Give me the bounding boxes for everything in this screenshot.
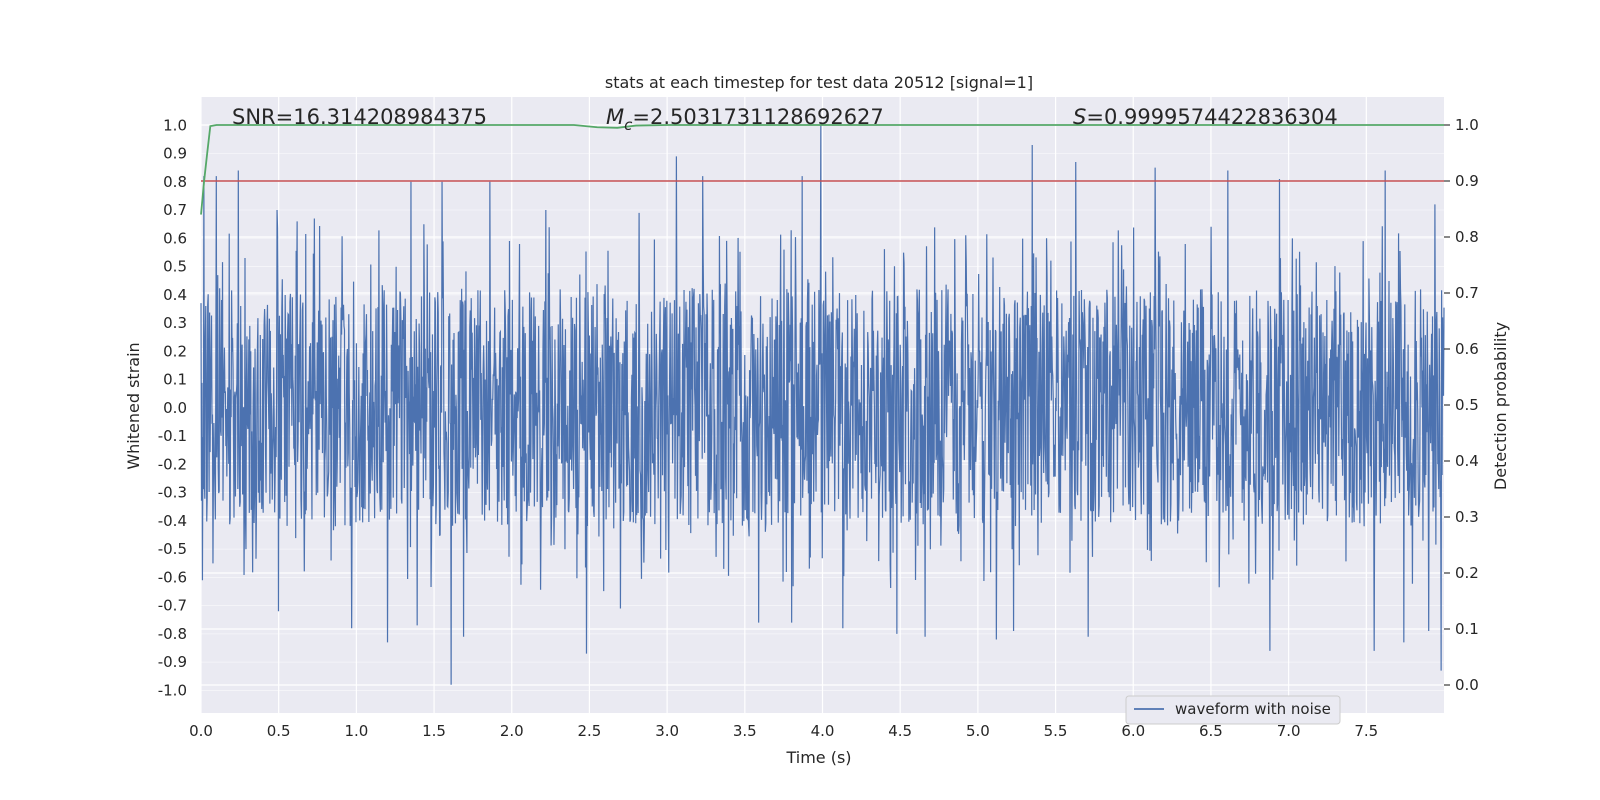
y-tick-label: 0.0 <box>163 399 187 417</box>
annotation-mc-value: =2.5031731128692627 <box>632 105 883 129</box>
x-tick-label: 5.5 <box>1044 722 1068 740</box>
y-tick-label: 0.4 <box>163 286 187 304</box>
x-tick-label: 7.0 <box>1277 722 1301 740</box>
legend: waveform with noise <box>1125 695 1341 725</box>
y2-tick-label: 0.9 <box>1455 172 1479 190</box>
x-tick-label: 6.0 <box>1121 722 1145 740</box>
chart-title: stats at each timestep for test data 205… <box>605 73 1033 92</box>
x-axis-label: Time (s) <box>785 748 851 767</box>
y-tick-label: 1.0 <box>163 116 187 134</box>
y2-tick-label: 0.1 <box>1455 620 1479 638</box>
y-tick-label: -0.6 <box>158 568 187 586</box>
y-tick-label: -0.3 <box>158 484 187 502</box>
y-tick-label: -1.0 <box>158 681 187 699</box>
plot-series-group <box>200 124 1445 685</box>
series-detection-probability <box>200 124 1444 215</box>
annotation-chirp-mass: Mc=2.5031731128692627 <box>606 105 884 134</box>
x-tick-label: 4.5 <box>888 722 912 740</box>
annotation-s-symbol: S <box>1073 105 1086 129</box>
y-tick-label: 0.6 <box>163 229 187 247</box>
x-tick-label: 6.5 <box>1199 722 1223 740</box>
x-tick-label: 5.0 <box>966 722 990 740</box>
y-tick-label: -0.8 <box>158 625 187 643</box>
y-tick-label: 0.9 <box>163 145 187 163</box>
y-tick-label: -0.2 <box>158 455 187 473</box>
y-tick-label: 0.8 <box>163 173 187 191</box>
annotation-s-value: =0.9999574422836304 <box>1086 105 1337 129</box>
y2-axis-label: Detection probability <box>1491 322 1510 490</box>
y-tick-label: 0.7 <box>163 201 187 219</box>
x-axis-ticks: 0.0 0.5 1.0 1.5 2.0 2.5 3.0 3.5 4.0 4.5 5.0 5.5 6.0 6… <box>189 722 1378 740</box>
y2-tick-label: 0.0 <box>1455 676 1479 694</box>
y-tick-label: -0.5 <box>158 540 187 558</box>
x-tick-label: 2.5 <box>578 722 602 740</box>
x-tick-label: 3.5 <box>733 722 757 740</box>
x-tick-label: 1.5 <box>422 722 446 740</box>
y2-tick-label: 0.2 <box>1455 564 1479 582</box>
series-waveform-with-noise <box>200 125 1445 685</box>
y2-tick-label: 0.7 <box>1455 284 1479 302</box>
y-tick-label: -0.9 <box>158 653 187 671</box>
y2-tick-label: 1.0 <box>1455 116 1479 134</box>
y-tick-label: 0.2 <box>163 342 187 360</box>
y2-axis-ticks: 1.0 0.9 0.8 0.7 0.6 0.5 0.4 0.3 0.2 0.1 0.0 <box>1444 116 1479 694</box>
y-tick-label: 0.3 <box>163 314 187 332</box>
y-tick-label: -0.1 <box>158 427 187 445</box>
legend-label-waveform: waveform with noise <box>1175 700 1331 718</box>
y-axis-ticks: 1.0 0.9 0.8 0.7 0.6 0.5 0.4 0.3 0.2 0.1 0.0 -0.1 -0.… <box>158 116 187 699</box>
x-tick-label: 0.0 <box>189 722 213 740</box>
y2-tick-label: 0.5 <box>1455 396 1479 414</box>
y2-tick-label: 0.3 <box>1455 508 1479 526</box>
x-tick-label: 2.0 <box>500 722 524 740</box>
y2-tick-label: 0.4 <box>1455 452 1479 470</box>
annotation-snr: SNR=16.314208984375 <box>232 105 487 129</box>
y-tick-label: -0.7 <box>158 597 187 615</box>
y-tick-label: 0.1 <box>163 371 187 389</box>
annotation-detection-statistic: S=0.9999574422836304 <box>1073 105 1338 129</box>
y2-tick-label: 0.8 <box>1455 228 1479 246</box>
x-tick-label: 4.0 <box>811 722 835 740</box>
y-tick-label: -0.4 <box>158 512 187 530</box>
legend-box <box>1125 695 1341 725</box>
x-tick-label: 3.0 <box>655 722 679 740</box>
y-tick-label: 0.5 <box>163 258 187 276</box>
x-tick-label: 1.0 <box>344 722 368 740</box>
y2-tick-label: 0.6 <box>1455 340 1479 358</box>
annotation-mc-subscript: c <box>624 116 633 134</box>
annotation-mc-symbol: M <box>606 105 624 129</box>
y-axis-label: Whitened strain <box>124 342 143 469</box>
x-tick-label: 7.5 <box>1354 722 1378 740</box>
x-tick-label: 0.5 <box>267 722 291 740</box>
